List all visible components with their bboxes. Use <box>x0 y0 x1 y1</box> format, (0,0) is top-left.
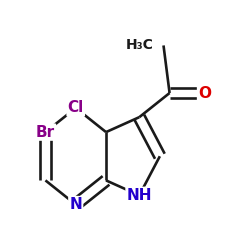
Text: Cl: Cl <box>68 100 84 116</box>
Text: O: O <box>198 86 211 100</box>
Text: Br: Br <box>36 124 55 140</box>
Text: N: N <box>69 197 82 212</box>
Text: NH: NH <box>126 188 152 203</box>
Text: H₃C: H₃C <box>126 38 154 52</box>
